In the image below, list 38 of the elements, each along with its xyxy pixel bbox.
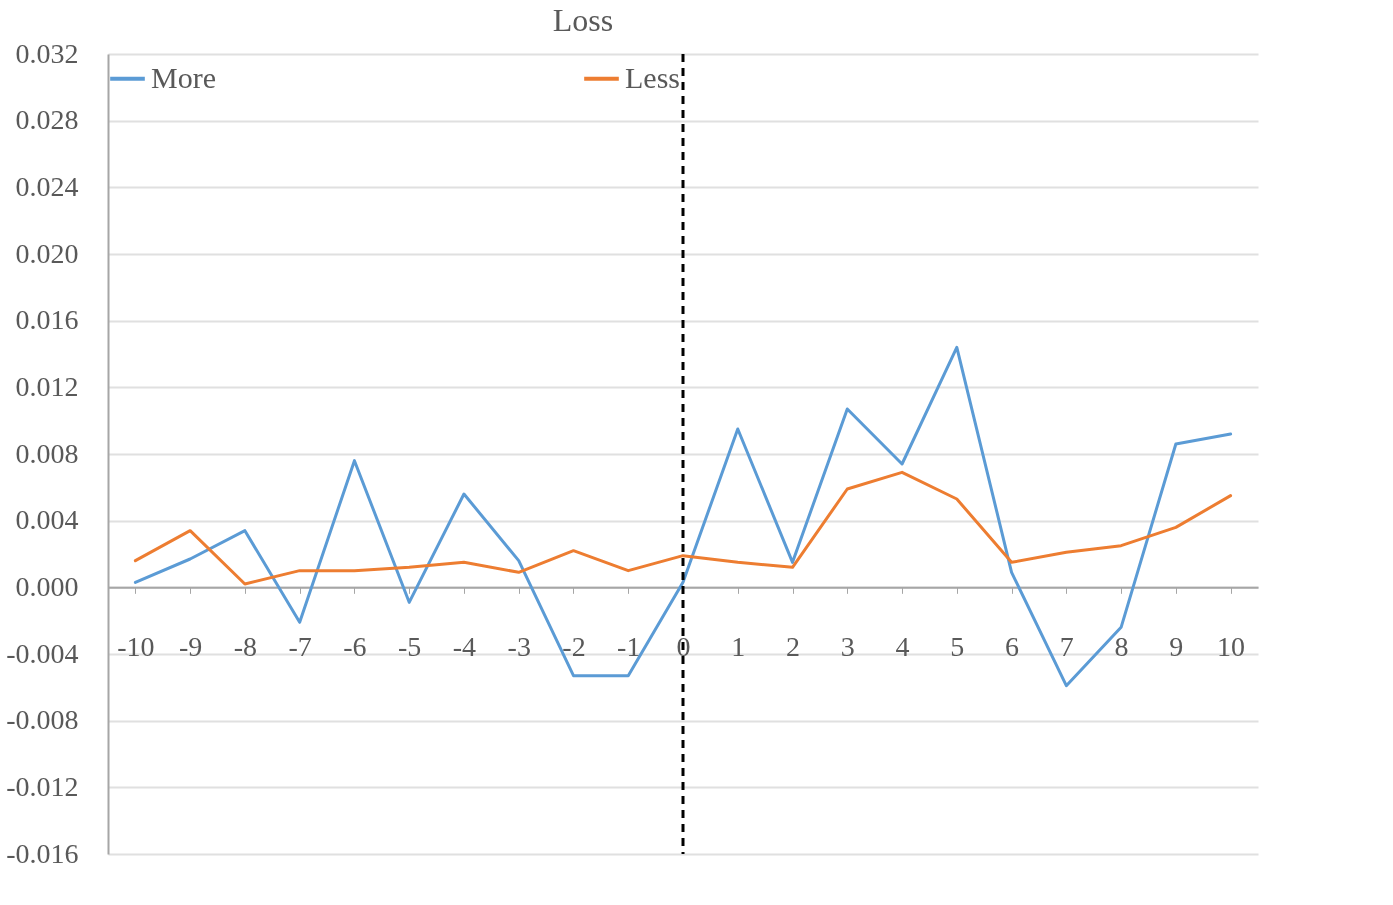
x-tick-label: 2 [786,630,801,662]
x-tick-label: 3 [840,630,855,662]
x-tick-label: 8 [1114,630,1129,662]
y-tick-label: -0.008 [6,704,79,736]
x-tick-label: -5 [398,630,422,662]
x-tick-label: 5 [950,630,965,662]
x-tick-label: -4 [452,630,477,662]
line-series [133,470,1233,586]
y-tick-label: 0.028 [15,104,79,136]
x-tick-label: 4 [895,630,910,662]
y-tick-label: 0.020 [15,237,79,269]
x-tick-label: -9 [178,630,203,662]
x-tick-label: 7 [1059,630,1074,662]
y-tick-label: 0.012 [15,370,79,402]
y-tick-label: -0.004 [6,637,79,669]
x-tick-label: -2 [562,630,586,662]
y-tick-label: 0.032 [15,37,79,69]
y-tick-label: -0.012 [6,770,79,802]
x-tick-label: 1 [731,630,746,662]
y-tick-label: 0.000 [15,570,79,602]
x-tick-label: 9 [1169,630,1184,662]
y-tick-label: 0.016 [15,304,79,336]
x-tick-label: 6 [1005,630,1020,662]
x-tick-label: 10 [1217,630,1246,662]
x-tick-label: 0 [676,630,691,662]
chart-title: Loss [552,2,614,38]
y-tick-label: 0.008 [15,437,79,469]
x-tick-label: -7 [288,630,312,662]
legend-label: More [151,60,216,94]
x-tick-label: -10 [117,630,155,662]
x-tick-label: -8 [233,630,258,662]
y-tick-label: 0.024 [15,170,79,202]
legend-label: Less [625,60,680,94]
x-tick-label: -6 [343,630,367,662]
x-tick-label: -3 [507,630,531,662]
y-tick-label: -0.016 [6,837,79,869]
y-tick-label: 0.004 [15,504,79,536]
x-tick-label: -1 [617,630,641,662]
